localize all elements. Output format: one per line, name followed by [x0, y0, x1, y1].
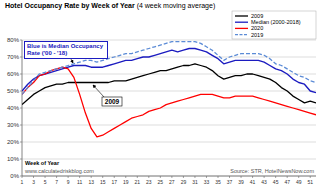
title-line: Hotel Occupancy Rate by Week of Year (4 … [5, 2, 215, 10]
x-tick-label: 49 [296, 179, 302, 185]
x-tick-label: 7 [55, 179, 58, 185]
legend-label: 2020 [251, 25, 263, 31]
x-tick-label: 21 [135, 179, 141, 185]
watermark: www.calculatedriskblog.com [24, 168, 94, 174]
x-tick-label: 35 [215, 179, 221, 185]
y-tick-label: 0% [10, 173, 19, 179]
x-tick-label: 1 [21, 179, 24, 185]
x-tick-label: 11 [77, 179, 82, 185]
x-tick-label: 15 [100, 179, 106, 185]
x-axis [22, 176, 316, 177]
x-tick-label: 25 [158, 179, 164, 185]
x-axis-label: Week of Year [25, 160, 60, 166]
x-tick-label: 45 [273, 179, 279, 185]
x-tick-label: 19 [123, 179, 129, 185]
annotation-box: Blue is Median Occupancy Rate ('00 - '18… [24, 41, 108, 59]
y-tick-label: 70% [7, 54, 20, 60]
legend-label: 2009 [251, 13, 263, 19]
x-tick-label: 13 [88, 179, 94, 185]
legend-swatch [235, 34, 248, 35]
annotation-frame [102, 97, 122, 106]
x-tick-label: 17 [111, 179, 117, 185]
x-tick-label: 27 [169, 179, 175, 185]
y-tick-label: 60% [7, 71, 20, 77]
y-tick-label: 80% [7, 37, 20, 43]
annotation-arrow [93, 85, 104, 97]
legend-swatch [235, 28, 248, 29]
grid-line [22, 176, 316, 177]
x-tick-label: 23 [146, 179, 152, 185]
y-tick-label: 50% [7, 88, 20, 94]
x-tick-label: 39 [238, 179, 244, 185]
x-tick-label: 29 [181, 179, 187, 185]
grid-line [22, 91, 316, 92]
grid-line [22, 159, 316, 160]
series-line [22, 42, 316, 95]
grid-line [22, 108, 316, 109]
x-tick-label: 37 [227, 179, 233, 185]
grid-line [22, 142, 316, 143]
x-tick-label: 9 [67, 179, 70, 185]
chart: Hotel Occupancy Rate by Week of Year (4 … [0, 0, 320, 189]
source: Source: STR, HotelNewsNow.com [230, 168, 314, 174]
legend-label: 2019 [251, 32, 263, 38]
x-tick-label: 5 [44, 179, 47, 185]
series-line [22, 64, 316, 105]
x-tick-label: 31 [192, 179, 198, 185]
chart-root: Hotel Occupancy Rate by Week of Year (4 … [0, 0, 320, 189]
x-tick-label: 41 [250, 179, 256, 185]
legend-label: Median (2000-2018) [251, 19, 301, 25]
legend-box [232, 11, 316, 39]
y-tick-label: 30% [7, 122, 20, 128]
grid-line [22, 74, 316, 75]
title: Hotel Occupancy Rate by Week of Year [5, 2, 135, 10]
legend-swatch [235, 22, 248, 23]
y-axis [22, 40, 23, 176]
y-tick-label: 40% [7, 105, 20, 111]
x-tick-label: 33 [204, 179, 210, 185]
x-tick-label: 51 [307, 179, 313, 185]
y-tick-label: 10% [7, 156, 20, 162]
grid-line [22, 125, 316, 126]
legend-swatch [235, 15, 248, 16]
series-line [22, 67, 316, 137]
x-tick-label: 47 [284, 179, 290, 185]
x-tick-label: 3 [32, 179, 35, 185]
y-tick-label: 20% [7, 139, 20, 145]
annotation: 2009 [105, 98, 120, 105]
x-tick-label: 43 [261, 179, 267, 185]
series-group [22, 42, 316, 137]
subtitle: (4 week moving average) [135, 2, 216, 10]
